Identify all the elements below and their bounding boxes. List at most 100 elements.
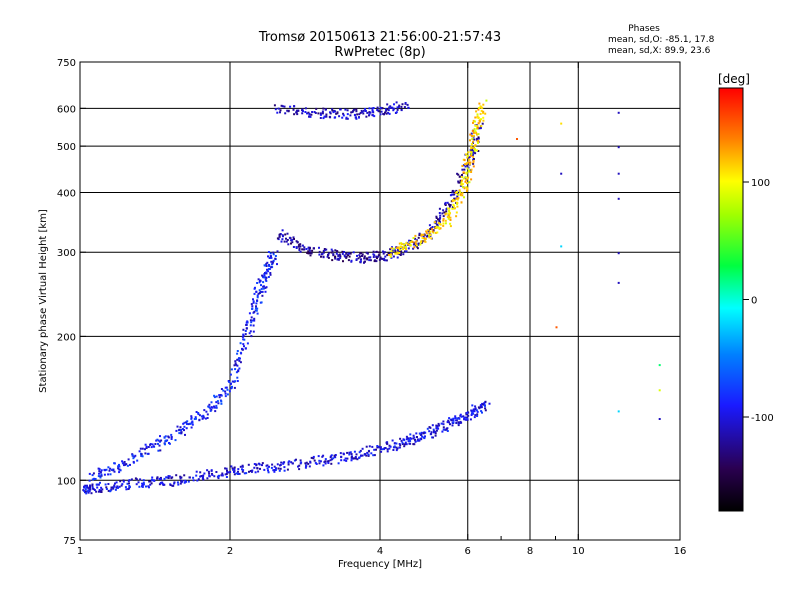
data-point bbox=[314, 112, 317, 114]
data-point bbox=[472, 162, 475, 165]
data-point bbox=[283, 240, 286, 243]
data-point bbox=[292, 246, 295, 248]
data-point bbox=[258, 289, 261, 292]
data-point bbox=[441, 430, 444, 433]
data-point bbox=[387, 111, 390, 114]
data-point bbox=[442, 420, 445, 423]
data-point bbox=[263, 276, 266, 279]
data-point bbox=[470, 414, 473, 416]
data-point bbox=[339, 108, 342, 111]
data-point bbox=[248, 470, 250, 473]
data-point bbox=[445, 210, 448, 213]
data-point bbox=[245, 324, 248, 326]
data-point bbox=[183, 425, 186, 428]
data-point bbox=[230, 368, 233, 371]
data-point bbox=[183, 474, 186, 477]
data-point bbox=[415, 432, 418, 435]
data-point bbox=[658, 364, 661, 367]
data-point bbox=[428, 224, 431, 227]
data-point bbox=[475, 132, 478, 135]
data-point bbox=[477, 150, 480, 152]
data-point bbox=[468, 169, 471, 172]
data-point bbox=[372, 114, 375, 117]
data-point bbox=[322, 454, 325, 457]
data-point bbox=[238, 367, 241, 370]
data-point bbox=[419, 438, 422, 441]
data-point bbox=[303, 246, 306, 249]
data-point bbox=[307, 252, 310, 255]
data-point bbox=[476, 140, 479, 143]
data-point bbox=[256, 294, 259, 297]
data-point bbox=[115, 486, 118, 489]
data-point bbox=[163, 483, 166, 486]
data-point bbox=[331, 458, 333, 461]
data-point bbox=[154, 443, 157, 445]
data-point bbox=[481, 411, 483, 414]
data-point bbox=[93, 489, 96, 491]
data-point bbox=[88, 479, 91, 482]
data-point bbox=[259, 279, 261, 282]
data-point bbox=[109, 473, 112, 476]
data-point bbox=[252, 324, 255, 327]
data-point bbox=[242, 328, 245, 331]
data-point bbox=[321, 112, 324, 115]
data-point bbox=[456, 195, 459, 198]
data-point bbox=[128, 487, 131, 490]
data-point bbox=[448, 207, 451, 210]
data-point bbox=[180, 429, 183, 431]
data-point bbox=[480, 109, 483, 112]
data-point bbox=[183, 481, 186, 484]
data-point bbox=[460, 179, 463, 182]
data-point bbox=[273, 469, 276, 471]
data-point bbox=[453, 199, 456, 202]
data-point bbox=[238, 472, 241, 475]
data-point bbox=[438, 219, 441, 222]
data-point bbox=[267, 471, 270, 474]
data-point bbox=[435, 226, 438, 229]
data-point bbox=[367, 450, 370, 453]
data-point bbox=[412, 434, 415, 437]
data-point bbox=[256, 467, 259, 470]
data-point bbox=[459, 181, 462, 184]
data-point bbox=[216, 400, 219, 403]
data-point bbox=[481, 122, 484, 125]
data-point bbox=[278, 469, 281, 472]
data-point bbox=[560, 245, 563, 248]
data-point bbox=[457, 173, 460, 176]
data-point bbox=[394, 252, 397, 255]
data-point bbox=[477, 137, 480, 140]
data-point bbox=[258, 462, 260, 465]
data-point bbox=[479, 120, 481, 123]
data-point bbox=[92, 488, 95, 491]
data-point bbox=[366, 252, 369, 255]
data-point bbox=[398, 248, 401, 251]
data-point bbox=[467, 411, 470, 414]
data-point bbox=[386, 450, 389, 453]
data-point bbox=[213, 405, 215, 408]
data-point bbox=[236, 376, 239, 379]
data-point bbox=[218, 396, 221, 399]
data-point bbox=[333, 454, 336, 457]
data-point bbox=[442, 218, 445, 220]
data-point bbox=[138, 450, 141, 453]
data-point bbox=[445, 212, 448, 215]
data-point bbox=[355, 110, 358, 113]
data-point bbox=[185, 427, 188, 430]
data-point bbox=[470, 412, 473, 415]
data-point bbox=[168, 442, 170, 444]
data-point bbox=[456, 198, 459, 201]
data-point bbox=[237, 358, 240, 361]
data-point bbox=[255, 290, 258, 293]
data-point bbox=[325, 248, 328, 251]
y-axis-label: Stationary phase Virtual Height [km] bbox=[38, 209, 49, 393]
data-point bbox=[468, 163, 471, 166]
data-point bbox=[404, 250, 407, 253]
data-point bbox=[233, 386, 236, 389]
data-point bbox=[90, 492, 93, 495]
data-point bbox=[195, 417, 197, 420]
data-point bbox=[209, 407, 212, 410]
data-point bbox=[236, 352, 239, 355]
data-point bbox=[379, 446, 382, 449]
data-point bbox=[159, 449, 162, 452]
data-point bbox=[341, 250, 344, 253]
